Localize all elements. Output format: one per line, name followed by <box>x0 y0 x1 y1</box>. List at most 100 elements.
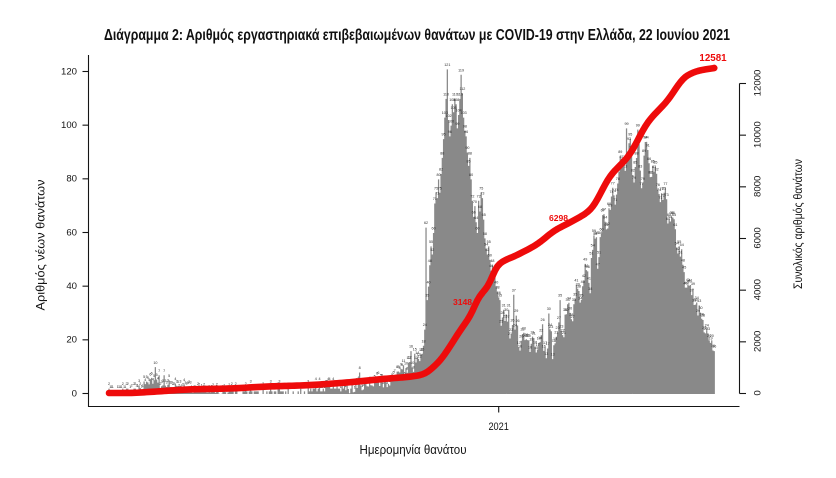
svg-text:5: 5 <box>381 374 383 378</box>
svg-text:1: 1 <box>119 385 121 389</box>
svg-text:41: 41 <box>574 278 578 282</box>
svg-text:46: 46 <box>584 264 588 268</box>
svg-text:23: 23 <box>559 325 563 329</box>
svg-text:33: 33 <box>572 298 576 302</box>
svg-text:55: 55 <box>487 240 491 244</box>
svg-text:15: 15 <box>420 347 424 351</box>
svg-text:30: 30 <box>563 308 567 312</box>
svg-text:96: 96 <box>448 130 452 134</box>
svg-text:20: 20 <box>707 334 711 338</box>
svg-text:35: 35 <box>558 294 562 298</box>
svg-text:89: 89 <box>642 149 646 153</box>
svg-text:78: 78 <box>616 177 620 181</box>
svg-text:27: 27 <box>557 316 561 320</box>
svg-text:75: 75 <box>660 187 664 191</box>
svg-text:54: 54 <box>591 243 595 247</box>
svg-text:1: 1 <box>123 385 125 389</box>
svg-text:76: 76 <box>656 183 660 187</box>
svg-text:74: 74 <box>612 189 616 193</box>
svg-text:58: 58 <box>483 232 487 236</box>
svg-text:83: 83 <box>623 165 627 169</box>
svg-text:85: 85 <box>653 160 657 164</box>
svg-text:10: 10 <box>404 362 408 366</box>
svg-text:62: 62 <box>424 221 428 225</box>
svg-text:2: 2 <box>122 382 124 386</box>
svg-text:49: 49 <box>583 257 587 261</box>
svg-text:16: 16 <box>711 344 715 348</box>
svg-text:4: 4 <box>174 377 176 381</box>
svg-text:9: 9 <box>400 363 402 367</box>
svg-text:10000: 10000 <box>752 121 763 148</box>
svg-text:20: 20 <box>524 333 528 337</box>
svg-text:62: 62 <box>606 222 610 226</box>
svg-text:94: 94 <box>645 135 649 139</box>
svg-text:4: 4 <box>157 376 159 380</box>
svg-text:77: 77 <box>663 182 667 186</box>
svg-text:18: 18 <box>533 341 537 345</box>
svg-text:27: 27 <box>503 315 507 319</box>
svg-text:15: 15 <box>534 346 538 350</box>
svg-text:12: 12 <box>418 355 422 359</box>
svg-text:26: 26 <box>510 319 514 323</box>
svg-text:71: 71 <box>613 198 617 202</box>
svg-text:40: 40 <box>581 280 585 284</box>
svg-text:1: 1 <box>141 384 143 388</box>
svg-text:Αριθμός νέων θανάτων: Αριθμός νέων θανάτων <box>34 180 48 311</box>
svg-text:25: 25 <box>499 319 503 323</box>
svg-text:2: 2 <box>131 383 133 387</box>
svg-text:2: 2 <box>182 382 184 386</box>
svg-text:17: 17 <box>546 342 550 346</box>
svg-text:81: 81 <box>648 171 652 175</box>
svg-text:108: 108 <box>453 98 459 102</box>
svg-text:95: 95 <box>628 133 632 137</box>
svg-text:85: 85 <box>633 161 637 165</box>
svg-text:1: 1 <box>110 385 112 389</box>
svg-text:17: 17 <box>536 343 540 347</box>
svg-text:1: 1 <box>340 385 342 389</box>
svg-text:16: 16 <box>518 344 522 348</box>
svg-text:28: 28 <box>500 311 504 315</box>
svg-text:50: 50 <box>488 253 492 257</box>
svg-text:21: 21 <box>554 330 558 334</box>
svg-text:75: 75 <box>479 186 483 190</box>
svg-text:35: 35 <box>573 293 577 297</box>
svg-text:4: 4 <box>328 377 330 381</box>
svg-text:27: 27 <box>505 315 509 319</box>
svg-text:16: 16 <box>542 345 546 349</box>
svg-text:19: 19 <box>708 336 712 340</box>
svg-text:3: 3 <box>169 381 171 385</box>
svg-text:2: 2 <box>136 384 138 388</box>
svg-text:69: 69 <box>607 202 611 206</box>
svg-text:8: 8 <box>396 365 398 369</box>
svg-text:29: 29 <box>696 309 700 313</box>
svg-text:0: 0 <box>752 390 763 395</box>
svg-text:24: 24 <box>705 324 709 328</box>
svg-text:85: 85 <box>651 160 655 164</box>
svg-text:3: 3 <box>179 379 181 383</box>
svg-text:15: 15 <box>413 347 417 351</box>
svg-text:12: 12 <box>406 356 410 360</box>
svg-text:64: 64 <box>666 217 670 221</box>
svg-text:51: 51 <box>589 252 593 256</box>
svg-text:59: 59 <box>592 229 596 233</box>
svg-text:4: 4 <box>183 378 185 382</box>
svg-text:6: 6 <box>404 372 406 376</box>
svg-text:2: 2 <box>133 382 135 386</box>
svg-text:74: 74 <box>609 190 613 194</box>
svg-text:2: 2 <box>125 382 127 386</box>
svg-text:16: 16 <box>409 345 413 349</box>
svg-text:58: 58 <box>594 231 598 235</box>
svg-text:77: 77 <box>640 182 644 186</box>
svg-text:54: 54 <box>680 243 684 247</box>
svg-text:17: 17 <box>543 341 547 345</box>
svg-text:20: 20 <box>525 334 529 338</box>
svg-text:6298: 6298 <box>549 213 568 223</box>
svg-text:40: 40 <box>494 280 498 284</box>
svg-text:20: 20 <box>519 334 523 338</box>
svg-text:80: 80 <box>437 173 441 177</box>
svg-text:2: 2 <box>186 382 188 386</box>
svg-text:67: 67 <box>601 209 605 213</box>
svg-text:7: 7 <box>158 369 160 373</box>
svg-text:2: 2 <box>197 382 199 386</box>
svg-text:65: 65 <box>667 213 671 217</box>
